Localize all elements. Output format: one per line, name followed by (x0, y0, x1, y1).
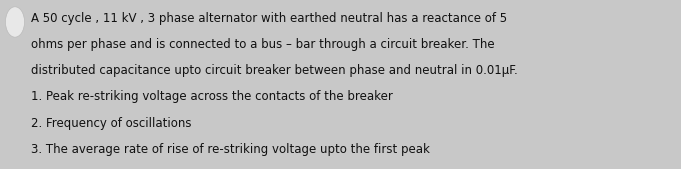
Ellipse shape (5, 7, 25, 37)
Text: 1. Peak re-striking voltage across the contacts of the breaker: 1. Peak re-striking voltage across the c… (31, 90, 392, 103)
Text: 3. The average rate of rise of re-striking voltage upto the first peak: 3. The average rate of rise of re-striki… (31, 143, 430, 156)
Text: distributed capacitance upto circuit breaker between phase and neutral in 0.01μF: distributed capacitance upto circuit bre… (31, 64, 518, 77)
Text: A 50 cycle , 11 kV , 3 phase alternator with earthed neutral has a reactance of : A 50 cycle , 11 kV , 3 phase alternator … (31, 12, 507, 25)
Text: 2. Frequency of oscillations: 2. Frequency of oscillations (31, 117, 191, 130)
Text: ohms per phase and is connected to a bus – bar through a circuit breaker. The: ohms per phase and is connected to a bus… (31, 38, 494, 51)
